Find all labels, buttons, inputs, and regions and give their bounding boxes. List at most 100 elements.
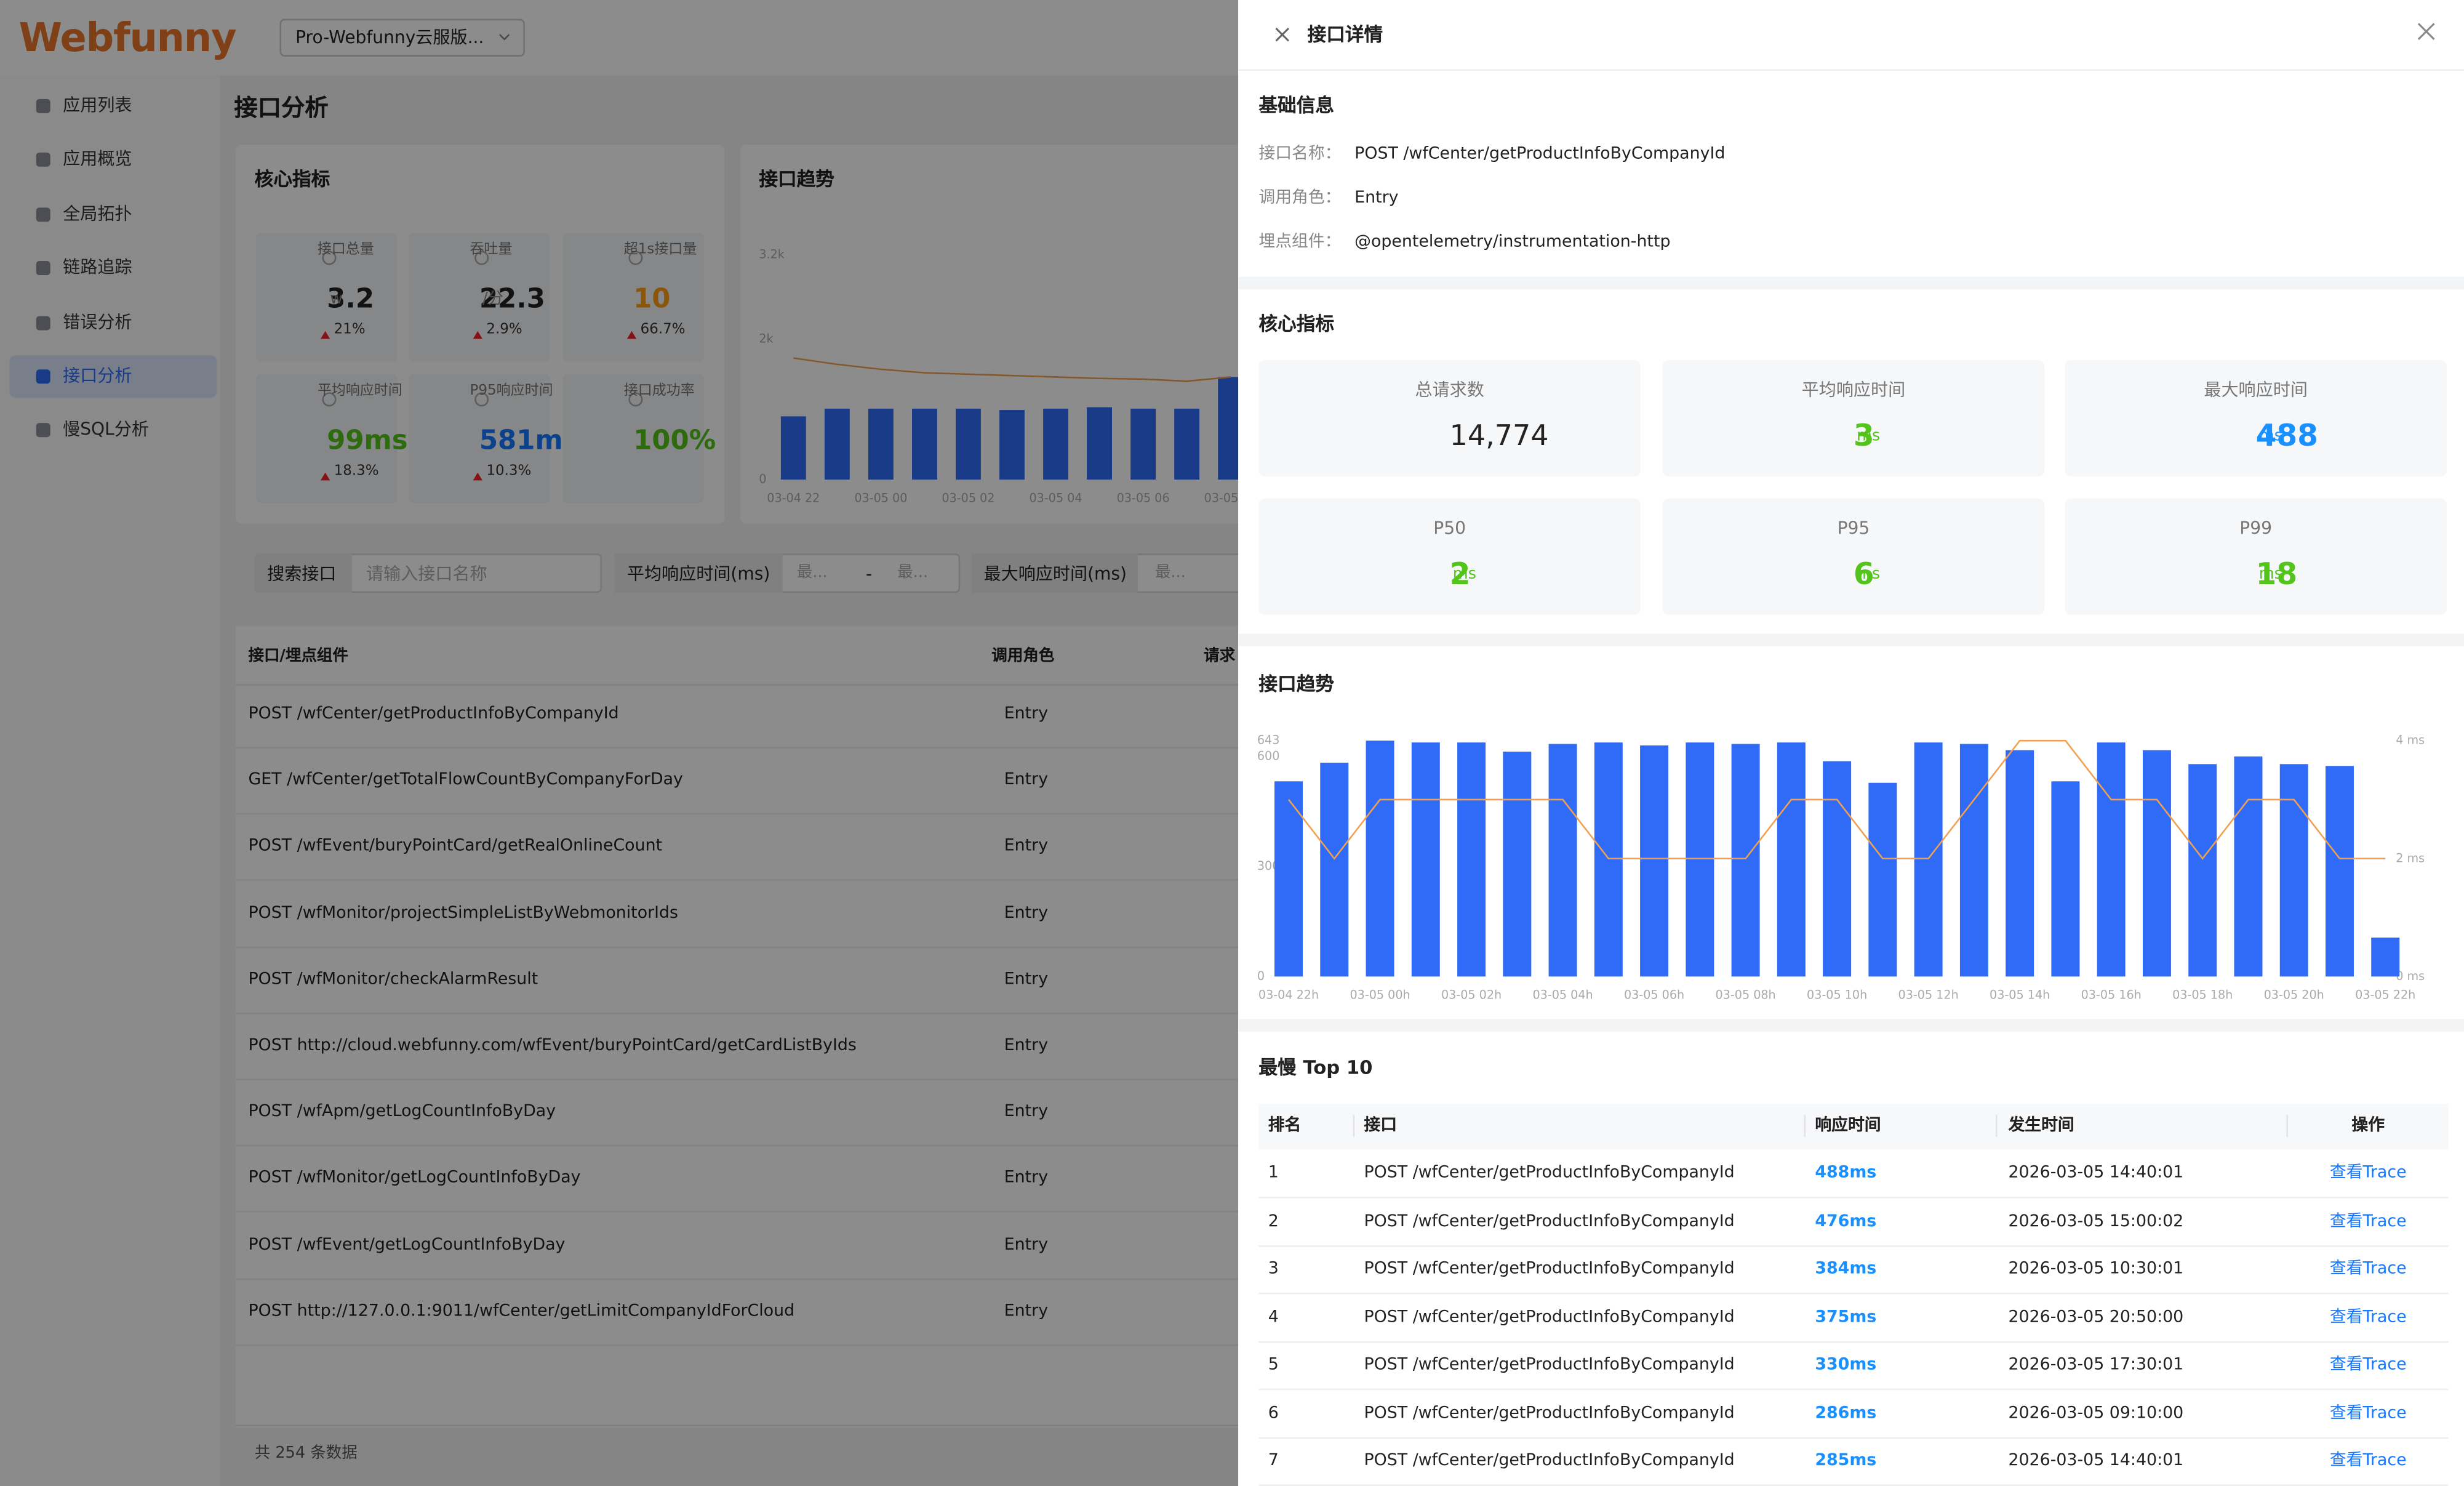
trace-link[interactable]: 查看Trace [2329, 1163, 2407, 1183]
menu-item[interactable]: 接口分析 [63, 365, 132, 387]
filter-label: 搜索接口 [267, 563, 337, 584]
close-icon[interactable] [1274, 26, 1290, 42]
app-select-text: Pro-Webfunny云服版... [295, 27, 484, 48]
table-cell: POST /wfMonitor/getLogCountInfoByDay [248, 1168, 581, 1188]
info-icon [474, 392, 489, 407]
metric-change: 2.9% [409, 323, 550, 345]
row-line [236, 1344, 1239, 1346]
table-cell: POST /wfCenter/getProductInfoByCompanyId [1364, 1403, 1735, 1422]
section-gap [1238, 1019, 2464, 1032]
table [236, 625, 1239, 1428]
table-cell: POST http://127.0.0.1:9011/wfCenter/getL… [248, 1301, 795, 1320]
metric-unit: /分 [482, 291, 504, 308]
table-header: 接口/埋点组件 [248, 648, 349, 665]
row-line [236, 1078, 1239, 1080]
metric-change: 66.7% [562, 323, 704, 345]
table-cell: 3 [1268, 1259, 1279, 1279]
stat-label: 最大响应时间 [2204, 379, 2308, 401]
max-addon [971, 553, 1138, 593]
field-value: @opentelemetry/instrumentation-http [1354, 232, 1671, 252]
bar [868, 408, 894, 480]
stat-unit: ms [1857, 566, 1881, 584]
stat-label: 总请求数 [1415, 379, 1484, 401]
stat-label: P99 [2239, 518, 2272, 539]
metric-change-text: 2.9% [486, 322, 522, 339]
metric-change-text: 21% [334, 322, 366, 339]
menu-icon [36, 316, 50, 331]
stat-number: 2 [1449, 557, 1471, 592]
trace-link[interactable]: 查看Trace [2329, 1259, 2407, 1279]
stat-unit: ms [1452, 566, 1476, 584]
x-tick-label: 03-05 02 [942, 491, 994, 505]
y-tick-label: 3.2k [759, 247, 785, 261]
x-tick-label: 03-05 00 [854, 491, 907, 505]
app: Webfunny Pro-Webfunny云服版... 应用列表 应用概览 全局拓扑… [0, 0, 1239, 1486]
trace-link[interactable]: 查看Trace [2329, 1403, 2407, 1422]
table-header: 操作 [2351, 1116, 2385, 1135]
trace-link[interactable]: 查看Trace [2329, 1307, 2407, 1327]
table-cell: Entry [1004, 903, 1049, 922]
menu-item[interactable]: 全局拓扑 [63, 203, 132, 225]
x-tick-label: 03-04 22 [767, 491, 820, 505]
stat-unit: ms [2258, 566, 2282, 584]
table-cell: POST /wfCenter/getProductInfoByCompanyId [1364, 1355, 1735, 1374]
table-cell: 286ms [1815, 1403, 1877, 1422]
row-line [1258, 1484, 2449, 1486]
menu-item[interactable]: 应用列表 [63, 95, 132, 116]
card-title: 核心指标 [254, 168, 330, 191]
menu-item[interactable]: 应用概览 [63, 148, 132, 169]
table-footer: 共 254 条数据 [254, 1445, 358, 1463]
menu-item[interactable]: 链路追踪 [63, 257, 132, 278]
x-tick-label: 03-05 08 [1204, 491, 1239, 505]
metric-label-text: 接口成功率 [623, 384, 695, 400]
metric-box: 接口成功率 100% [562, 374, 716, 504]
table-cell: POST /wfMonitor/projectSimpleListByWebmo… [248, 903, 679, 922]
placeholder: 最... [897, 564, 929, 582]
metric-label: 超1s接口量 [562, 243, 704, 268]
menu-item[interactable]: 错误分析 [63, 312, 132, 333]
stat-unit: ms [2258, 427, 2282, 445]
table-cell: Entry [1004, 969, 1049, 989]
menu-icon [36, 369, 50, 384]
table-header: 排名 [1268, 1116, 1302, 1135]
stat-tile: 平均响应时间 3 ms [1662, 359, 2045, 477]
app-select[interactable]: Pro-Webfunny云服版... [279, 18, 525, 57]
bar [999, 410, 1025, 480]
section-title: 最慢 Top 10 [1258, 1056, 1373, 1079]
mask[interactable] [0, 0, 1239, 1486]
row-line [236, 1211, 1239, 1213]
section-title: 基础信息 [1258, 94, 1335, 117]
menu-icon [36, 423, 50, 438]
row-line [1258, 1244, 2449, 1247]
stat-number: 14,774 [1449, 420, 1549, 453]
bar [956, 408, 981, 480]
row-line [236, 747, 1239, 749]
metric-label: 接口总量 [256, 243, 398, 268]
metric-label-text: 平均响应时间 [317, 384, 402, 400]
up-arrow [626, 331, 636, 339]
trace-link[interactable]: 查看Trace [2329, 1451, 2407, 1470]
table-header: 发生时间 [2008, 1116, 2074, 1135]
metric-number: 10 [633, 284, 671, 316]
filter-label: 平均响应时间(ms) [626, 563, 770, 584]
y-tick-label: 0 [759, 472, 766, 486]
col-sep [1353, 1115, 1355, 1137]
row-line [236, 946, 1239, 948]
line [793, 357, 1231, 382]
table-cell: POST /wfCenter/getProductInfoByCompanyId [248, 704, 619, 723]
menu-item[interactable]: 慢SQL分析 [63, 419, 150, 440]
field-value: Entry [1354, 188, 1399, 207]
metric-number: 100% [633, 425, 716, 457]
x-tick-label: 03-05 04 [1030, 491, 1082, 505]
up-arrow [319, 331, 329, 339]
trace-link[interactable]: 查看Trace [2329, 1211, 2407, 1231]
avg-addon [614, 553, 783, 593]
metric-number: 581ms [479, 425, 579, 457]
trace-link[interactable]: 查看Trace [2329, 1355, 2407, 1374]
stat-number: 6 [1853, 557, 1874, 592]
close-icon[interactable] [2417, 22, 2436, 41]
row-line [1258, 1340, 2449, 1343]
metric-label: 吞吐量 [409, 243, 550, 268]
search-addon [254, 553, 352, 593]
